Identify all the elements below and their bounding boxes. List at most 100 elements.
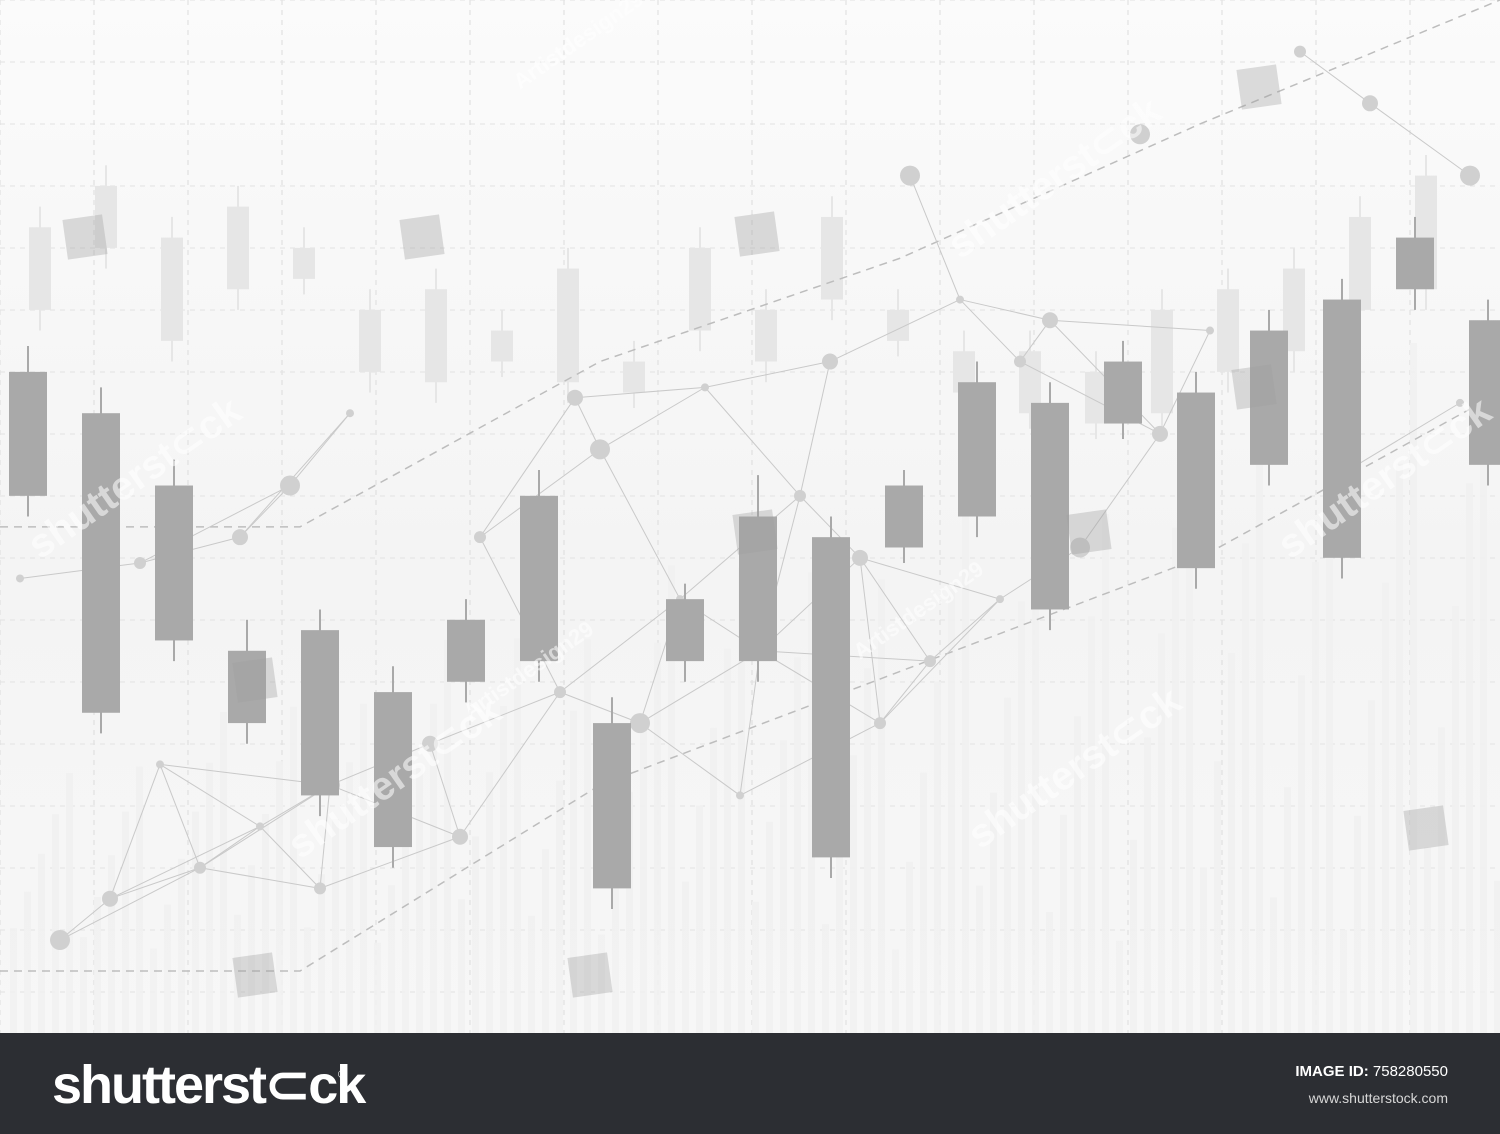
volume-bar	[724, 648, 731, 1033]
image-id-label: IMAGE ID:	[1295, 1063, 1369, 1080]
network-node	[50, 930, 70, 951]
volume-bar	[1060, 814, 1067, 1033]
network-node	[102, 890, 118, 907]
volume-bar	[864, 668, 871, 1033]
volume-bar	[1172, 527, 1179, 1033]
watermark-logo-mark	[232, 952, 278, 998]
network-edge	[1159, 330, 1211, 435]
background-candle	[491, 330, 513, 362]
candle	[301, 630, 339, 796]
network-edge	[959, 299, 1051, 321]
network-node	[554, 686, 566, 699]
network-edge	[859, 557, 1001, 600]
network-node	[422, 735, 438, 752]
network-node	[852, 549, 868, 566]
volume-bar	[906, 861, 913, 1033]
volume-bar	[458, 899, 465, 1033]
network-node	[630, 713, 650, 734]
background-candle	[755, 309, 777, 362]
volume-bar	[472, 836, 479, 1033]
volume-bar	[388, 885, 395, 1033]
watermark-logo-mark	[399, 214, 445, 260]
volume-bar	[122, 811, 129, 1033]
candle	[1104, 361, 1142, 424]
volume-bar	[612, 864, 619, 1033]
network-node	[736, 791, 744, 800]
background-candle	[689, 247, 711, 331]
volume-bar	[584, 639, 591, 1033]
network-node	[314, 882, 326, 895]
volume-bar	[752, 901, 759, 1033]
network-edge	[239, 485, 291, 538]
volume-bar	[80, 937, 87, 1033]
shutterstock-logo: shutterst⊂ck	[52, 1055, 366, 1115]
network-edge	[239, 412, 351, 538]
network-edge	[109, 867, 201, 900]
background-candle	[557, 268, 579, 383]
network-edge	[1049, 319, 1211, 332]
network-edge	[479, 397, 576, 538]
volume-bar	[1438, 727, 1445, 1033]
watermark-logo-mark	[1403, 805, 1449, 851]
network-edge	[739, 650, 761, 796]
network-edge	[859, 557, 931, 662]
candle	[374, 692, 412, 848]
network-edge	[559, 691, 641, 724]
network-node	[134, 556, 146, 569]
volume-bar	[108, 855, 115, 1033]
candlestick-chart: shutterst⊂ckshutterst⊂ckshutterst⊂ckshut…	[0, 0, 1500, 1033]
network-node	[256, 822, 264, 831]
network-edge	[199, 825, 261, 869]
volume-bar	[430, 703, 437, 1033]
volume-bar	[1410, 343, 1417, 1033]
volume-bar	[780, 740, 787, 1033]
network-edge	[704, 387, 801, 497]
volume-bar	[1256, 432, 1263, 1033]
volume-bar	[150, 948, 157, 1033]
volume-bar	[1032, 503, 1039, 1033]
volume-bar	[738, 567, 745, 1033]
network-node	[924, 655, 936, 668]
network-edge	[199, 784, 331, 869]
network-edge	[109, 764, 161, 899]
network-edge	[879, 660, 931, 724]
volume-bar	[52, 814, 59, 1033]
volume-bar	[262, 814, 269, 1033]
network-edge	[829, 299, 961, 363]
volume-bar	[318, 874, 325, 1033]
network-edge	[639, 722, 741, 796]
volume-bar	[556, 780, 563, 1033]
volume-bar	[486, 772, 493, 1033]
volume-bar	[1018, 601, 1025, 1033]
trend-line	[0, 0, 1500, 528]
volume-bar	[514, 638, 521, 1033]
volume-bar	[1046, 911, 1053, 1033]
network-edge	[289, 412, 351, 486]
network-node	[452, 828, 468, 845]
candle	[958, 382, 996, 517]
volume-bar	[304, 927, 311, 1033]
candle	[593, 723, 631, 889]
image-id-value: 758280550	[1372, 1063, 1448, 1080]
network-node	[900, 165, 920, 186]
volume-bar	[710, 727, 717, 1033]
volume-bar	[668, 565, 675, 1033]
volume-bar	[696, 805, 703, 1033]
volume-bar	[1452, 606, 1459, 1033]
volume-bar	[1242, 543, 1249, 1033]
volume-bar	[1186, 420, 1193, 1033]
volume-bar	[1004, 697, 1011, 1033]
watermark-footer: shutterst⊂ck ® IMAGE ID: 758280550 www.s…	[0, 1033, 1500, 1134]
volume-bar	[766, 821, 773, 1033]
volume-bar	[416, 765, 423, 1033]
registered-mark: ®	[338, 1069, 347, 1081]
watermark-logo-mark	[232, 657, 278, 703]
volume-bar	[38, 853, 45, 1033]
network-edge	[1019, 319, 1051, 362]
network-edge	[319, 836, 461, 889]
background-candle	[623, 361, 645, 393]
network-edge	[199, 867, 321, 889]
volume-bar	[136, 766, 143, 1033]
volume-bar	[920, 772, 927, 1033]
volume-bar	[192, 811, 199, 1033]
